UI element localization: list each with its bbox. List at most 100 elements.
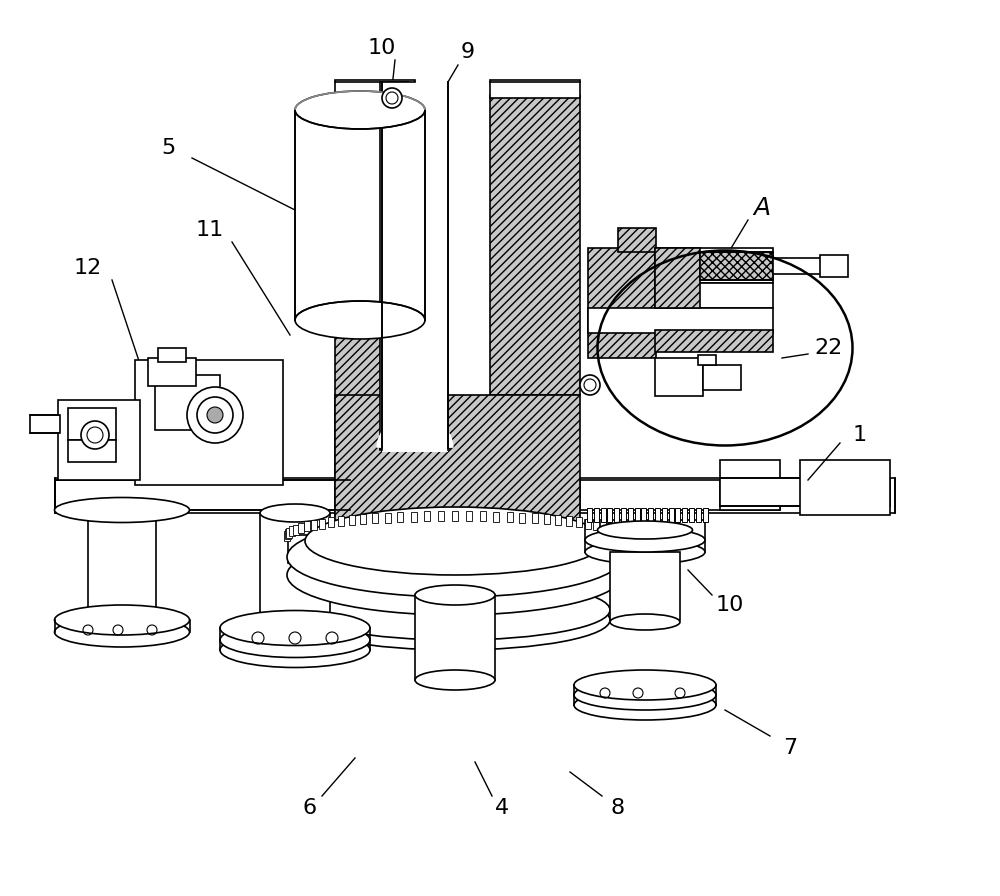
Text: 1: 1 (853, 425, 867, 445)
Bar (289, 526, 295, 536)
Bar (682, 508, 687, 522)
Bar (88, 510, 156, 610)
Bar (689, 508, 694, 522)
Ellipse shape (295, 301, 425, 339)
Bar (566, 516, 572, 526)
Bar (311, 520, 317, 530)
Bar (655, 283, 773, 308)
Bar (415, 595, 495, 680)
Bar (493, 512, 499, 521)
Bar (452, 511, 458, 521)
Bar (669, 508, 674, 522)
Bar (585, 519, 591, 529)
Bar (411, 512, 417, 521)
Bar (615, 526, 621, 536)
Ellipse shape (598, 521, 692, 539)
Bar (507, 513, 513, 522)
Text: 10: 10 (368, 38, 396, 58)
Text: 9: 9 (461, 42, 475, 62)
Bar (648, 508, 653, 522)
Bar (610, 552, 680, 620)
Ellipse shape (585, 540, 705, 564)
Bar (611, 524, 617, 535)
Bar (490, 80, 580, 98)
Bar (328, 518, 334, 528)
Bar (480, 512, 486, 521)
Bar (594, 508, 599, 522)
Bar (703, 508, 708, 522)
Bar (285, 530, 291, 539)
Bar (618, 528, 624, 538)
Bar (618, 228, 656, 252)
Bar (335, 80, 415, 98)
Circle shape (386, 92, 398, 104)
Bar (68, 440, 116, 462)
Circle shape (580, 375, 600, 395)
Bar (293, 524, 299, 535)
Bar (585, 520, 705, 552)
Text: 8: 8 (611, 798, 625, 818)
Bar (641, 508, 646, 522)
Bar (696, 508, 701, 522)
Bar (158, 348, 186, 362)
Ellipse shape (54, 497, 190, 522)
Bar (295, 110, 425, 320)
Bar (662, 508, 667, 522)
Ellipse shape (54, 605, 190, 635)
Ellipse shape (415, 670, 495, 690)
Bar (720, 478, 890, 506)
Circle shape (87, 427, 103, 443)
Bar (675, 508, 680, 522)
Bar (580, 480, 780, 510)
Ellipse shape (220, 633, 370, 668)
Circle shape (382, 88, 402, 108)
Bar (593, 520, 599, 530)
Bar (628, 508, 633, 522)
Bar (288, 535, 622, 563)
Text: 5: 5 (161, 138, 175, 158)
Bar (720, 460, 780, 510)
Circle shape (187, 387, 243, 443)
Bar (68, 408, 116, 440)
Bar (606, 523, 612, 533)
Bar (532, 513, 538, 523)
Bar (698, 355, 716, 365)
Bar (382, 82, 448, 452)
Polygon shape (490, 95, 580, 395)
Text: 12: 12 (74, 258, 102, 278)
Bar (576, 518, 582, 528)
Bar (466, 511, 472, 521)
Ellipse shape (300, 590, 610, 650)
Bar (438, 511, 444, 521)
Bar (30, 415, 60, 433)
Bar (349, 515, 355, 525)
Bar (55, 478, 895, 513)
Text: 22: 22 (814, 338, 842, 358)
Bar (619, 530, 625, 539)
Ellipse shape (287, 535, 623, 615)
Bar (135, 360, 283, 485)
Bar (284, 531, 290, 541)
Ellipse shape (585, 528, 705, 552)
Polygon shape (335, 95, 415, 530)
Bar (820, 255, 848, 277)
Bar (319, 519, 325, 529)
Bar (385, 513, 391, 522)
Text: 10: 10 (716, 595, 744, 615)
Bar (621, 508, 626, 522)
Bar (635, 508, 640, 522)
Text: 4: 4 (495, 798, 509, 818)
Bar (655, 508, 660, 522)
Bar (773, 258, 825, 274)
Bar (601, 508, 606, 522)
Ellipse shape (220, 623, 370, 658)
Bar (155, 375, 220, 430)
Circle shape (81, 421, 109, 449)
Bar (544, 514, 550, 524)
Bar (286, 528, 292, 538)
Bar (655, 330, 773, 352)
Bar (380, 82, 408, 450)
Bar (298, 523, 304, 533)
Polygon shape (335, 395, 580, 530)
Bar (519, 513, 525, 522)
